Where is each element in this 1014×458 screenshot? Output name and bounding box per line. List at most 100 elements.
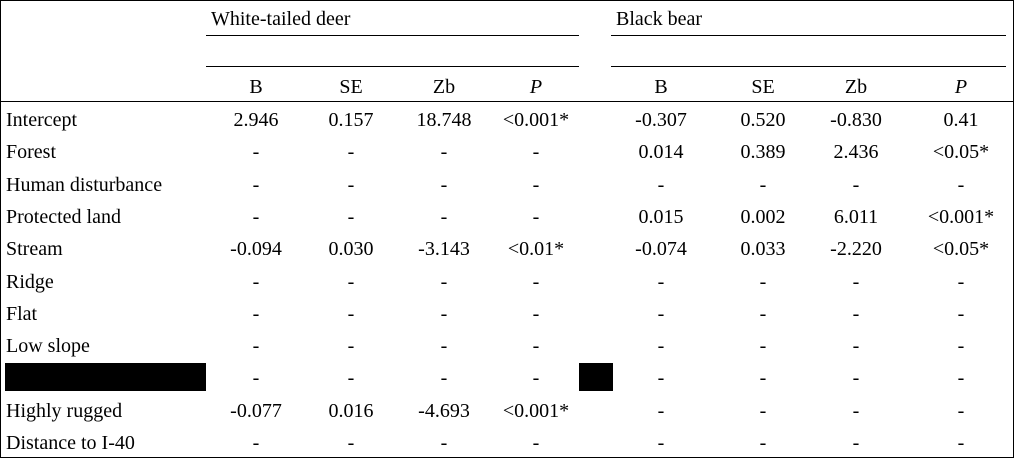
cell: -2.220 (830, 238, 882, 261)
cell: 2.946 (233, 109, 279, 131)
cell: 0.002 (740, 205, 786, 228)
cell: - (440, 173, 448, 196)
cell: - (347, 270, 355, 293)
cell: <0.001* (502, 399, 570, 422)
cell: -4.693 (418, 399, 470, 422)
cell: - (440, 367, 448, 390)
cell: -0.077 (230, 399, 282, 422)
cell: - (852, 173, 860, 196)
cell: - (532, 141, 540, 164)
row-label: Stream (6, 238, 63, 261)
cell: - (657, 367, 665, 390)
row-label: Intercept (6, 109, 78, 131)
cell: - (347, 205, 355, 228)
cell: - (657, 399, 665, 422)
cell: - (759, 367, 767, 390)
cell: - (957, 270, 965, 293)
cell: - (759, 173, 767, 196)
cell: - (657, 173, 665, 196)
cell: - (252, 335, 260, 358)
cell: - (957, 399, 965, 422)
cell: - (440, 205, 448, 228)
cell: 0.016 (328, 399, 374, 422)
cell: <0.001* (502, 109, 570, 131)
cell: -0.094 (230, 238, 282, 261)
cell: - (957, 302, 965, 325)
cell: - (347, 432, 355, 454)
cell: - (532, 335, 540, 358)
cell: - (759, 399, 767, 422)
cell: 0.015 (638, 205, 684, 228)
cell: - (852, 399, 860, 422)
cell: - (440, 432, 448, 454)
cell: - (852, 432, 860, 454)
column-header: SE (751, 76, 775, 98)
cell: 0.033 (740, 238, 786, 261)
cell: <0.01* (507, 238, 565, 261)
header-rule (206, 66, 579, 67)
cell: - (657, 302, 665, 325)
cell: - (440, 141, 448, 164)
cell: - (252, 141, 260, 164)
cell: - (759, 270, 767, 293)
cell: 0.030 (328, 238, 374, 261)
cell: 18.748 (416, 109, 472, 131)
cell: - (252, 432, 260, 454)
cell: - (532, 432, 540, 454)
cell: - (852, 335, 860, 358)
row-label: Highly rugged (6, 399, 123, 422)
column-header: P (529, 76, 543, 98)
cell: 0.157 (328, 109, 374, 131)
cell: 0.014 (638, 141, 684, 164)
cell: - (957, 367, 965, 390)
cell: -3.143 (418, 238, 470, 261)
cell: - (759, 302, 767, 325)
cell: - (657, 270, 665, 293)
row-label: Human disturbance (6, 173, 163, 196)
row-label: Low slope (6, 335, 90, 358)
cell: - (957, 432, 965, 454)
column-header: Zb (432, 76, 456, 98)
cell: - (252, 302, 260, 325)
cell: - (957, 173, 965, 196)
cell: - (759, 335, 767, 358)
cell: - (759, 432, 767, 454)
cell: - (532, 270, 540, 293)
cell: - (252, 367, 260, 390)
cell: 0.41 (943, 109, 979, 131)
redaction (5, 363, 206, 391)
cell: - (657, 432, 665, 454)
cell: - (440, 302, 448, 325)
redaction (579, 363, 613, 391)
group-rule (611, 35, 1006, 36)
cell: - (532, 173, 540, 196)
cell: - (440, 335, 448, 358)
row-label: Ridge (6, 270, 54, 293)
cell: - (252, 270, 260, 293)
cell: - (957, 335, 965, 358)
cell: <0.001* (927, 205, 995, 228)
cell: -0.830 (830, 109, 882, 131)
cell: - (852, 302, 860, 325)
cell: - (532, 367, 540, 390)
column-header: P (954, 76, 968, 98)
cell: - (657, 335, 665, 358)
cell: -0.307 (635, 109, 687, 131)
cell: - (347, 141, 355, 164)
cell: - (852, 270, 860, 293)
cell: - (347, 173, 355, 196)
group-rule (206, 35, 579, 36)
column-header: B (249, 76, 263, 98)
column-header: B (654, 76, 668, 98)
cell: - (252, 205, 260, 228)
cell: - (532, 302, 540, 325)
cell: <0.05* (932, 238, 990, 261)
group-header: White-tailed deer (211, 8, 351, 30)
cell: - (440, 270, 448, 293)
cell: - (347, 335, 355, 358)
row-label: Flat (6, 302, 38, 325)
body-rule (1, 101, 1013, 102)
cell: 2.436 (833, 141, 879, 164)
column-header: Zb (844, 76, 868, 98)
